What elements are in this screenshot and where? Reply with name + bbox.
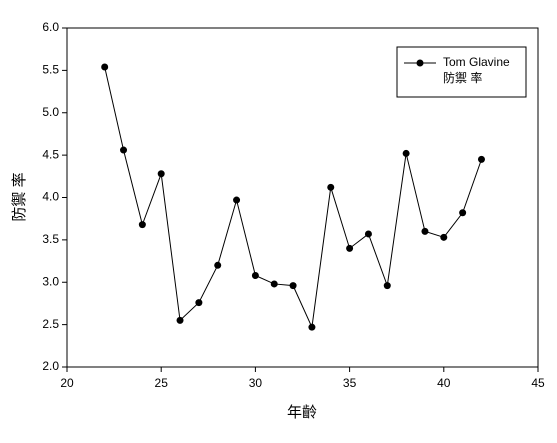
x-tick-label: 30 <box>249 376 263 390</box>
y-tick-label: 4.0 <box>42 190 59 204</box>
data-point <box>120 146 128 154</box>
data-point <box>383 282 391 290</box>
data-point <box>327 183 335 191</box>
data-point <box>157 170 165 178</box>
data-point <box>402 149 410 157</box>
legend-box <box>396 46 527 98</box>
legend-marker <box>416 59 424 67</box>
data-point <box>459 209 467 217</box>
data-point <box>440 233 448 241</box>
x-axis-title: 年齡 <box>287 404 317 421</box>
data-point <box>270 280 278 288</box>
data-point <box>251 271 259 279</box>
y-tick-label: 6.0 <box>42 20 59 34</box>
data-point <box>346 244 354 252</box>
data-point <box>176 316 184 324</box>
y-axis-title: 防禦 率 <box>11 172 28 221</box>
x-tick-label: 45 <box>531 376 545 390</box>
y-tick-label: 2.0 <box>42 359 59 373</box>
data-point <box>101 63 109 71</box>
data-point <box>233 196 241 204</box>
x-tick-label: 40 <box>437 376 451 390</box>
data-point <box>138 221 146 229</box>
legend-label: Tom Glavine <box>443 55 510 69</box>
y-tick-label: 2.5 <box>42 317 59 331</box>
data-point <box>477 155 485 163</box>
data-point <box>421 227 429 235</box>
data-point <box>195 299 203 307</box>
y-tick-label: 5.5 <box>42 63 59 77</box>
data-point <box>364 230 372 238</box>
y-tick-label: 3.5 <box>42 232 59 246</box>
y-tick-label: 3.0 <box>42 274 59 288</box>
y-tick-label: 4.5 <box>42 147 59 161</box>
y-tick-label: 5.0 <box>42 105 59 119</box>
x-tick-label: 25 <box>155 376 169 390</box>
data-point <box>289 282 297 290</box>
data-point <box>308 323 316 331</box>
data-point <box>214 261 222 269</box>
x-tick-label: 35 <box>343 376 357 390</box>
legend-subtitle: 防禦 率 <box>443 70 482 85</box>
x-tick-label: 20 <box>60 376 74 390</box>
